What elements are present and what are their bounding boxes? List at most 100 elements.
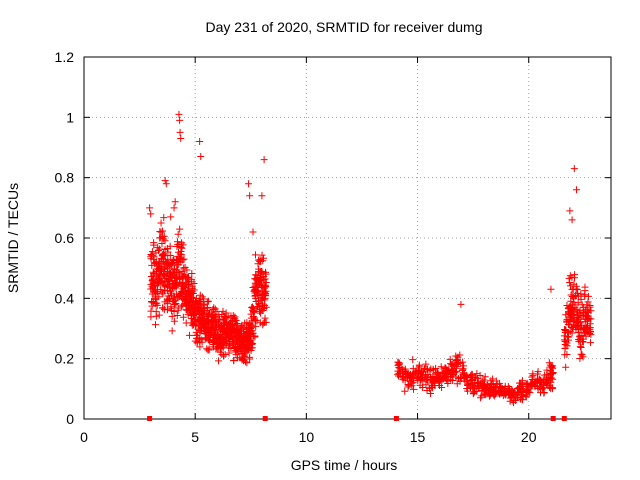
data-point: [467, 379, 475, 387]
data-point: [422, 372, 430, 380]
data-point: [410, 385, 418, 393]
data-point: [224, 313, 232, 321]
axis-ticks: 0 5 10 15 20 0 0.2 0.4 0.6 0.8 1 1.2: [55, 49, 611, 445]
data-point: [174, 230, 182, 238]
data-point: [249, 340, 257, 348]
data-point: [178, 280, 186, 288]
data-point: [570, 298, 578, 306]
data-point: [568, 324, 576, 332]
data-point: [473, 370, 481, 378]
data-point: [177, 251, 185, 259]
data-point: [220, 352, 228, 360]
data-point: [170, 317, 178, 325]
data-point: [427, 383, 435, 391]
data-point: [260, 156, 268, 164]
gap-marker: [262, 416, 268, 421]
data-point: [183, 266, 191, 274]
data-point: [577, 343, 585, 351]
data-point: [190, 279, 198, 287]
data-point: [178, 244, 186, 252]
data-point: [564, 333, 572, 341]
data-point: [258, 280, 266, 288]
gap-marker: [147, 416, 153, 421]
data-point: [241, 358, 249, 366]
data-point: [171, 301, 179, 309]
data-point: [249, 228, 257, 236]
data-point: [518, 385, 526, 393]
y-tick-label: 0.8: [55, 170, 75, 186]
data-point: [203, 298, 211, 306]
data-point: [547, 374, 555, 382]
data-point: [167, 289, 175, 297]
data-point: [446, 355, 454, 363]
data-point: [210, 304, 218, 312]
data-point: [256, 258, 264, 266]
data-point: [222, 314, 230, 322]
data-point: [170, 307, 178, 315]
data-point: [566, 207, 574, 215]
x-tick-label: 15: [410, 429, 426, 445]
data-point: [534, 368, 542, 376]
data-point: [477, 394, 485, 402]
data-point: [157, 219, 165, 227]
data-point: [150, 241, 158, 249]
data-point: [250, 332, 258, 340]
data-point: [261, 281, 269, 289]
y-axis-label: SRMTID / TECUs: [5, 183, 21, 293]
x-tick-label: 5: [191, 429, 199, 445]
data-point: [166, 287, 174, 295]
data-point: [587, 307, 595, 315]
data-point: [170, 204, 178, 212]
data-point: [215, 357, 223, 365]
data-point: [443, 368, 451, 376]
data-point: [147, 210, 155, 218]
data-point: [148, 298, 156, 306]
data-point: [154, 247, 162, 255]
data-point: [155, 311, 163, 319]
data-point: [155, 259, 163, 267]
data-point: [168, 261, 176, 269]
data-point: [563, 351, 571, 359]
data-point: [501, 390, 509, 398]
data-point: [444, 377, 452, 385]
data-point: [443, 376, 451, 384]
data-point: [168, 312, 176, 320]
data-point: [162, 180, 170, 188]
data-point: [585, 328, 593, 336]
data-point: [456, 360, 464, 368]
data-point: [461, 377, 469, 385]
data-point: [180, 283, 188, 291]
data-point: [186, 331, 194, 339]
data-point: [584, 298, 592, 306]
data-point: [586, 320, 594, 328]
gap-marker: [393, 416, 399, 421]
data-point: [429, 366, 437, 374]
data-point: [519, 396, 527, 404]
data-point: [245, 180, 253, 188]
data-point: [166, 242, 174, 250]
data-point: [258, 269, 266, 277]
data-points: [146, 110, 595, 407]
data-point: [160, 232, 168, 240]
data-point: [197, 153, 205, 161]
chart-title: Day 231 of 2020, SRMTID for receiver dum…: [205, 19, 482, 35]
data-point: [180, 255, 188, 263]
data-point: [576, 306, 584, 314]
data-point: [563, 339, 571, 347]
data-point: [459, 366, 467, 374]
data-point: [540, 389, 548, 397]
data-point: [422, 360, 430, 368]
data-point: [171, 198, 179, 206]
data-point: [252, 251, 260, 259]
gap-markers: [147, 416, 567, 421]
data-point: [161, 237, 169, 245]
data-point: [586, 303, 594, 311]
data-point: [174, 306, 182, 314]
data-point: [505, 387, 513, 395]
data-point: [163, 306, 171, 314]
data-point: [157, 228, 165, 236]
data-point: [188, 269, 196, 277]
data-point: [147, 307, 155, 315]
data-point: [211, 305, 219, 313]
